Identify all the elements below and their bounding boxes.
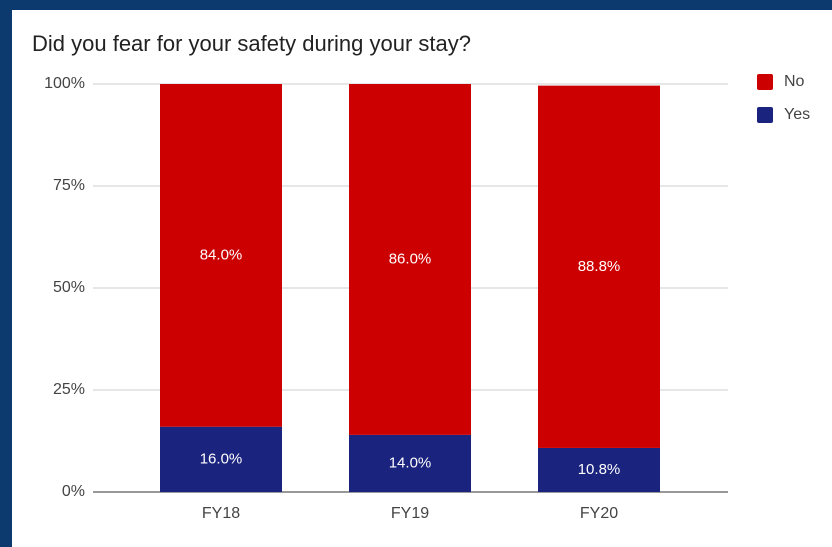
legend-label: Yes	[784, 106, 810, 123]
x-tick-label: FY20	[580, 505, 618, 522]
value-label: 14.0%	[389, 454, 432, 471]
value-label: 10.8%	[578, 461, 621, 478]
value-label: 86.0%	[389, 250, 432, 267]
bar-segment	[160, 426, 282, 492]
y-tick-label: 100%	[44, 75, 85, 92]
bar-segment	[160, 84, 282, 427]
bar-segment	[538, 85, 660, 448]
y-tick-label: 0%	[62, 483, 85, 500]
y-tick-label: 25%	[53, 381, 85, 398]
bar-segment	[349, 84, 471, 435]
value-label: 88.8%	[578, 258, 621, 275]
x-tick-label: FY18	[202, 505, 240, 522]
legend-label: No	[784, 73, 805, 90]
legend-swatch	[757, 74, 773, 90]
bar-segment	[349, 434, 471, 492]
y-tick-label: 50%	[53, 279, 85, 296]
y-tick-label: 75%	[53, 177, 85, 194]
legend-swatch	[757, 107, 773, 123]
bar-segment	[538, 447, 660, 492]
value-label: 84.0%	[200, 246, 243, 263]
x-tick-label: FY19	[391, 505, 429, 522]
value-label: 16.0%	[200, 450, 243, 467]
chart-title: Did you fear for your safety during your…	[32, 31, 471, 56]
